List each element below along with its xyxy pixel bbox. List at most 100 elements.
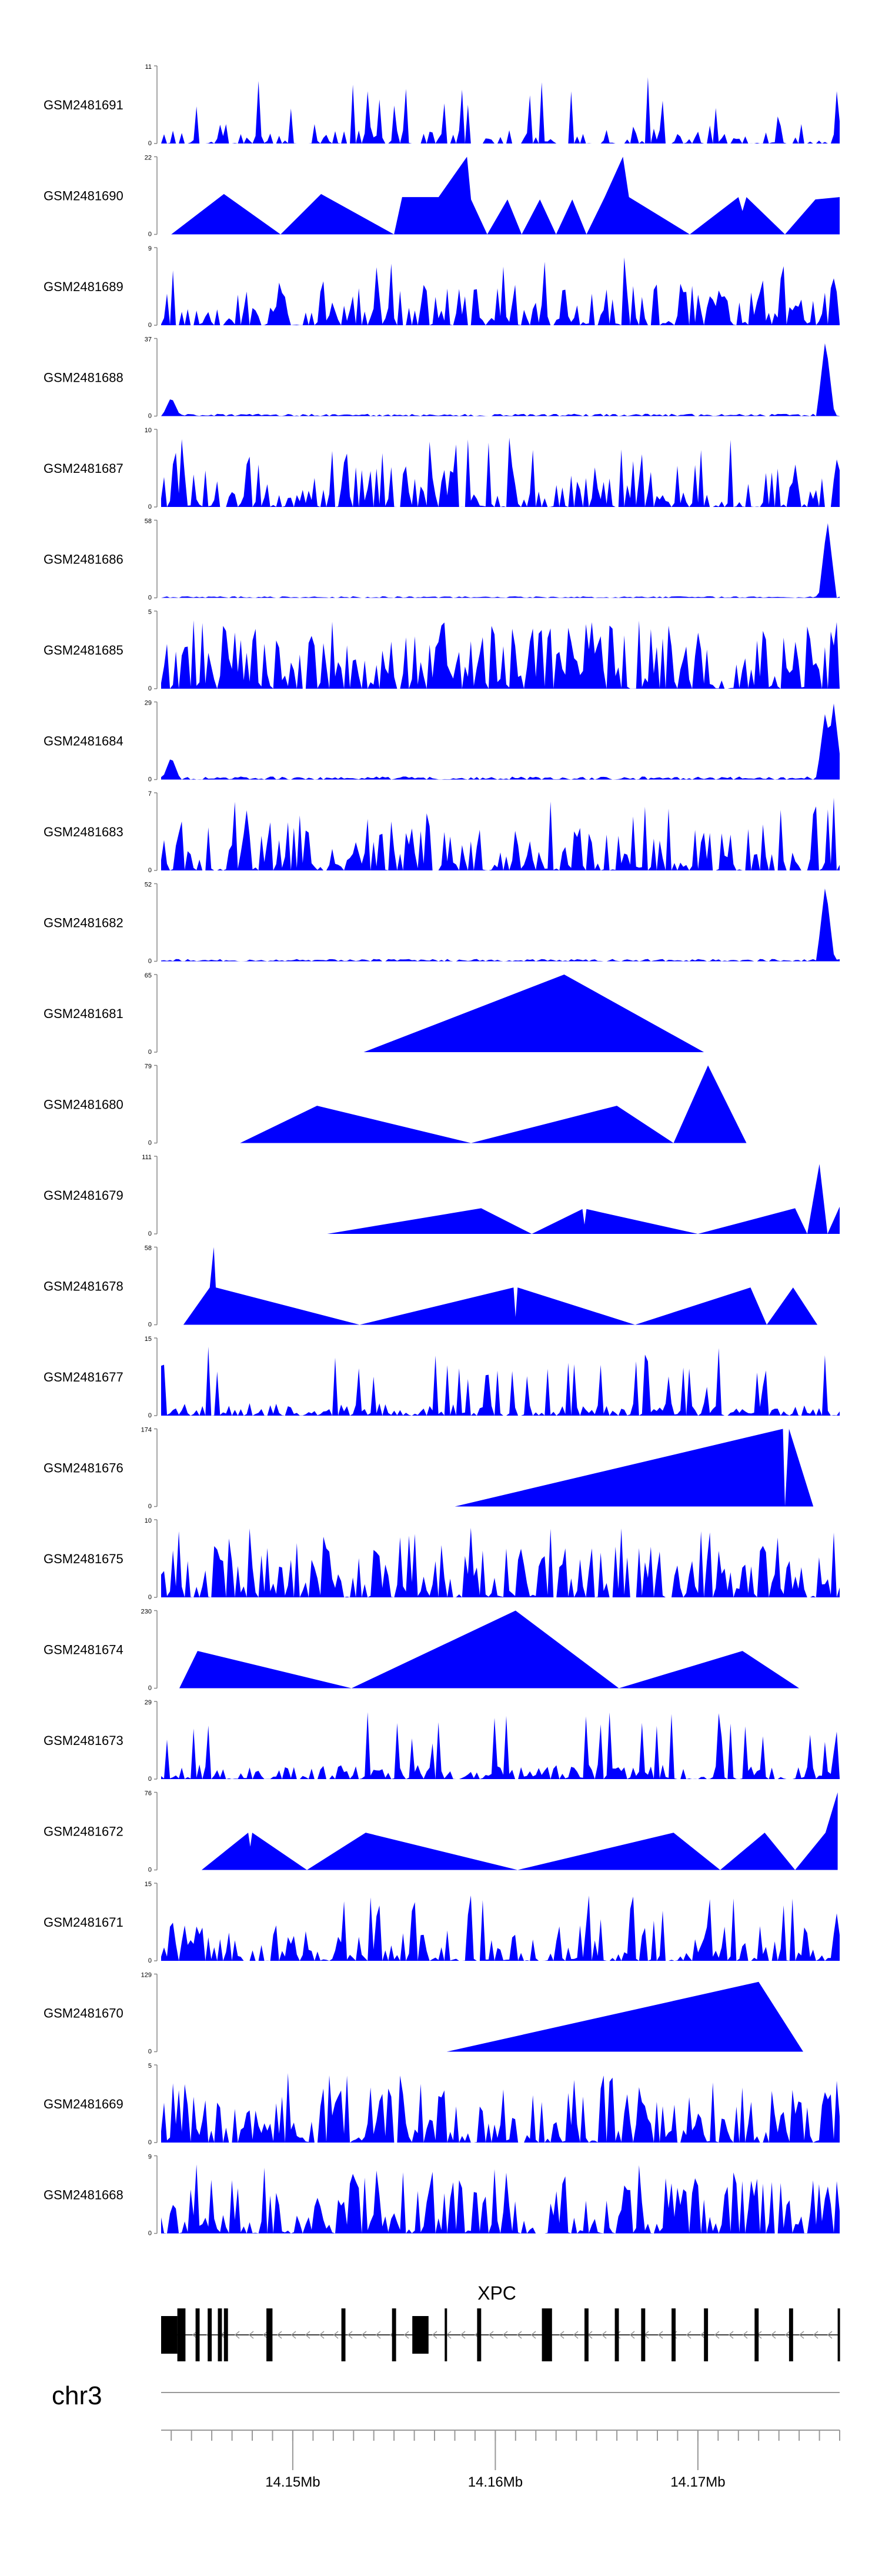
track-gsm2481675: GSM2481675 10 0 xyxy=(44,1517,840,1601)
y-max-label: 29 xyxy=(145,700,152,707)
track-gsm2481669: GSM2481669 5 0 xyxy=(44,2063,840,2146)
track-label: GSM2481675 xyxy=(44,1551,123,1566)
chromosome-track: chr3 xyxy=(52,2381,840,2410)
track-label: GSM2481672 xyxy=(44,1824,123,1839)
y-min-label: 0 xyxy=(148,1776,152,1783)
y-max-label: 129 xyxy=(141,1972,152,1979)
y-max-label: 58 xyxy=(145,1245,152,1252)
y-max-label: 9 xyxy=(148,245,152,252)
coverage-area xyxy=(161,523,840,598)
coverage-area xyxy=(240,1065,747,1143)
exon xyxy=(161,2316,178,2354)
track-gsm2481672: GSM2481672 76 0 xyxy=(44,1790,838,1874)
exon xyxy=(546,2308,552,2361)
y-max-label: 15 xyxy=(145,1881,152,1888)
coverage-area xyxy=(161,343,840,416)
exon xyxy=(445,2308,447,2361)
strand-arrow xyxy=(347,2331,353,2339)
coverage-area xyxy=(183,1247,818,1325)
strand-arrow xyxy=(813,2331,818,2339)
track-label: GSM2481673 xyxy=(44,1733,123,1748)
strand-arrow xyxy=(728,2331,734,2339)
track-label: GSM2481671 xyxy=(44,1915,123,1930)
track-gsm2481683: GSM2481683 7 0 xyxy=(44,790,840,874)
strand-arrow xyxy=(460,2331,466,2339)
strand-arrow xyxy=(686,2331,691,2339)
exon xyxy=(223,2308,228,2361)
track-label: GSM2481681 xyxy=(44,1006,123,1021)
coverage-area xyxy=(161,438,840,507)
track-gsm2481671: GSM2481671 15 0 xyxy=(44,1881,840,1964)
track-gsm2481689: GSM2481689 9 0 xyxy=(44,245,840,329)
track-gsm2481691: GSM2481691 11 0 xyxy=(44,64,840,147)
exon xyxy=(177,2308,186,2361)
track-label: GSM2481689 xyxy=(44,279,123,294)
strand-arrow xyxy=(629,2331,635,2339)
strand-arrow xyxy=(375,2331,381,2339)
track-gsm2481679: GSM2481679 111 0 xyxy=(44,1154,840,1237)
y-min-label: 0 xyxy=(148,595,152,602)
strand-arrow xyxy=(403,2331,409,2339)
strand-arrow xyxy=(714,2331,720,2339)
coverage-area xyxy=(161,888,840,962)
strand-arrow xyxy=(657,2331,663,2339)
y-min-label: 0 xyxy=(148,685,152,692)
coverage-area xyxy=(161,798,840,870)
coverage-area xyxy=(161,1712,840,1779)
coverage-area xyxy=(161,1346,840,1416)
coverage-area xyxy=(363,975,704,1052)
exon xyxy=(837,2308,840,2361)
track-gsm2481674: GSM2481674 230 0 xyxy=(44,1609,800,1692)
track-gsm2481670: GSM2481670 129 0 xyxy=(44,1972,803,2056)
track-label: GSM2481691 xyxy=(44,98,123,112)
exon xyxy=(266,2308,273,2361)
exon xyxy=(704,2308,709,2361)
strand-arrow xyxy=(502,2331,508,2339)
strand-arrow xyxy=(516,2331,522,2339)
coverage-area xyxy=(161,1527,840,1597)
exon xyxy=(584,2308,589,2361)
track-gsm2481687: GSM2481687 10 0 xyxy=(44,427,840,510)
exon xyxy=(789,2308,793,2361)
strand-arrow xyxy=(488,2331,494,2339)
y-max-label: 230 xyxy=(141,1609,152,1616)
y-min-label: 0 xyxy=(148,1957,152,1964)
chromosome-label: chr3 xyxy=(52,2381,102,2410)
track-label: GSM2481690 xyxy=(44,189,123,203)
track-label: GSM2481668 xyxy=(44,2188,123,2203)
y-min-label: 0 xyxy=(148,413,152,420)
axis-tick-label: 14.15Mb xyxy=(265,2474,320,2490)
strand-arrow xyxy=(742,2331,748,2339)
y-min-label: 0 xyxy=(148,958,152,965)
track-label: GSM2481679 xyxy=(44,1188,123,1203)
y-min-label: 0 xyxy=(148,1685,152,1692)
track-label: GSM2481674 xyxy=(44,1643,123,1657)
exon xyxy=(341,2308,346,2361)
strand-arrow xyxy=(319,2331,325,2339)
y-max-label: 7 xyxy=(148,790,152,798)
y-max-label: 79 xyxy=(145,1063,152,1070)
y-max-label: 22 xyxy=(145,155,152,162)
exon xyxy=(477,2308,482,2361)
y-min-label: 0 xyxy=(148,2139,152,2146)
track-label: GSM2481669 xyxy=(44,2097,123,2111)
strand-arrow xyxy=(276,2331,282,2339)
genome-axis: 14.15Mb 14.16Mb 14.17Mb xyxy=(161,2430,840,2490)
exon xyxy=(641,2308,646,2361)
track-label: GSM2481676 xyxy=(44,1461,123,1476)
y-max-label: 174 xyxy=(141,1427,152,1434)
y-min-label: 0 xyxy=(148,1503,152,1510)
track-gsm2481682: GSM2481682 52 0 xyxy=(44,882,840,965)
y-min-label: 0 xyxy=(148,2230,152,2237)
y-min-label: 0 xyxy=(148,1867,152,1874)
track-label: GSM2481678 xyxy=(44,1279,123,1294)
strand-arrow xyxy=(361,2331,367,2339)
y-max-label: 5 xyxy=(148,2063,152,2070)
y-min-label: 0 xyxy=(148,1594,152,1601)
coverage-area xyxy=(171,156,840,235)
track-label: GSM2481677 xyxy=(44,1370,123,1384)
y-max-label: 5 xyxy=(148,609,152,616)
coverage-area xyxy=(446,1981,803,2052)
strand-arrow xyxy=(784,2331,790,2339)
